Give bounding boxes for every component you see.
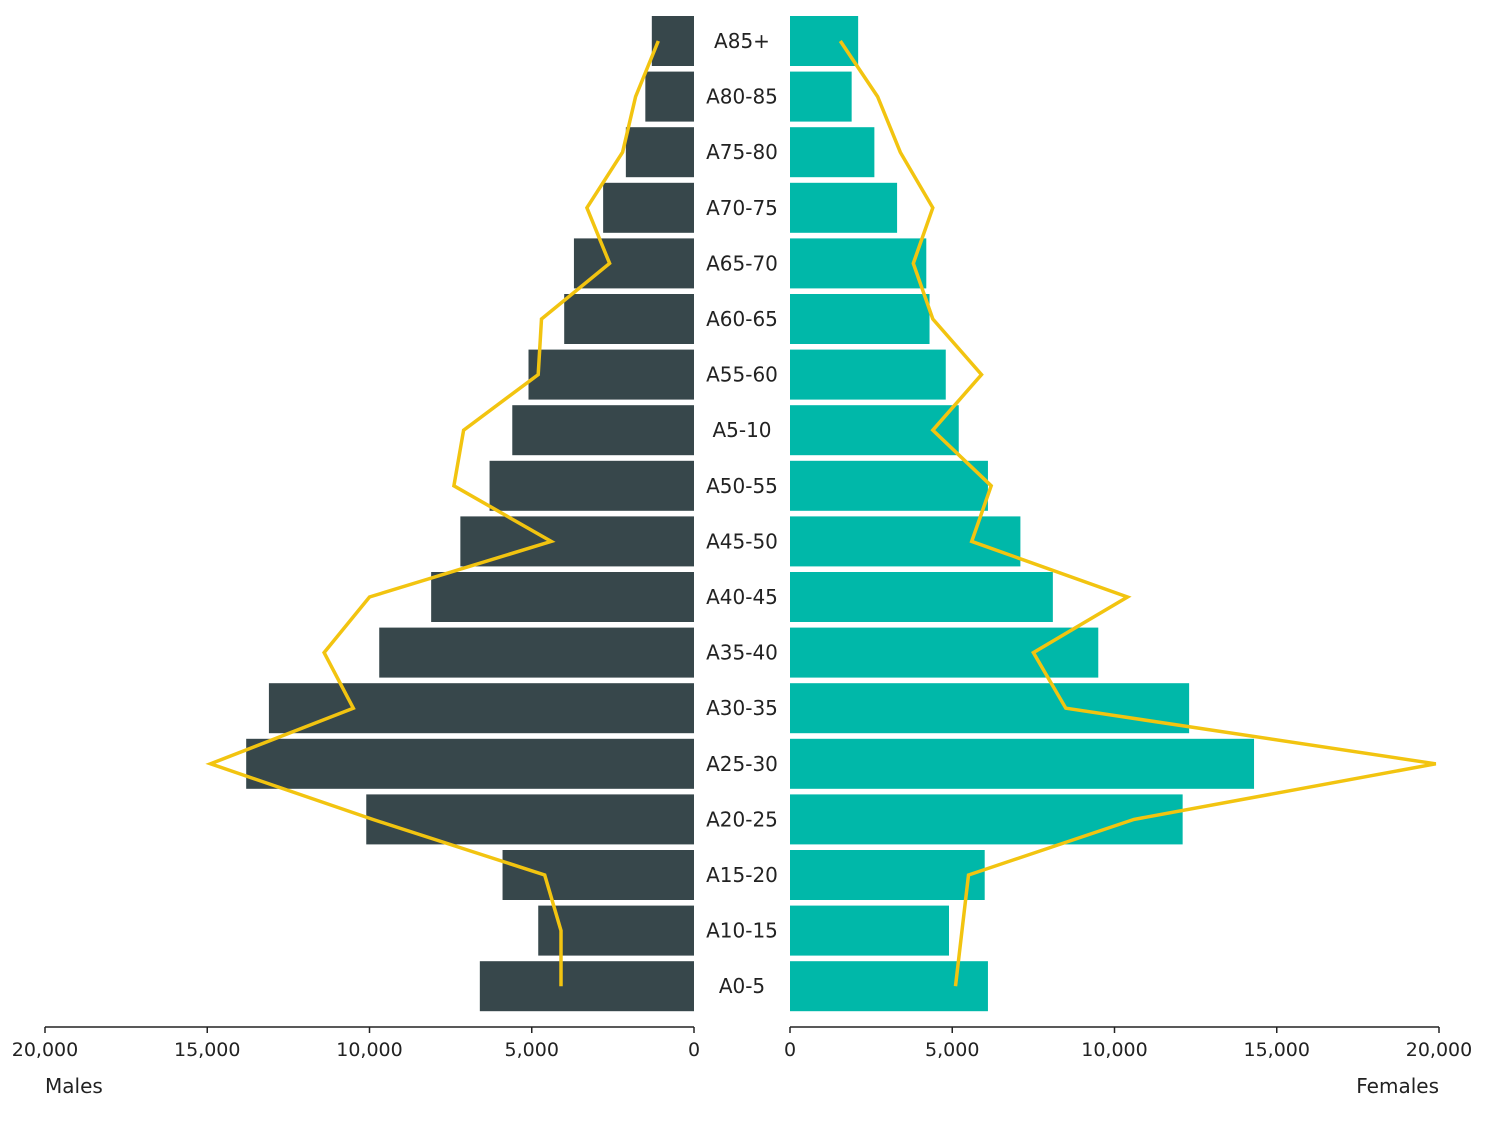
age-label: A20-25 bbox=[706, 807, 778, 831]
female-bar-a60-65 bbox=[790, 294, 930, 344]
male-bar-a55-60 bbox=[528, 349, 694, 400]
male-bar-a80-85 bbox=[645, 71, 694, 122]
male-bar-a35-40 bbox=[379, 627, 694, 678]
female-bar-a20-25 bbox=[790, 794, 1183, 845]
female-bar-a15-20 bbox=[790, 850, 985, 900]
male-bar-a30-35 bbox=[268, 683, 694, 734]
males-axis-label: Males bbox=[45, 1074, 103, 1098]
age-label: A50-55 bbox=[706, 474, 778, 498]
male-tick-label: 20,000 bbox=[12, 1039, 78, 1061]
female-bar-a30-35 bbox=[790, 683, 1190, 734]
male-tick-label: 10,000 bbox=[336, 1039, 402, 1061]
male-bar-a65-70 bbox=[573, 238, 694, 289]
female-bar-a40-45 bbox=[790, 572, 1053, 622]
female-bar-a0-5 bbox=[790, 961, 988, 1012]
female-bar-a10-15 bbox=[790, 905, 950, 956]
male-bar-a5-10 bbox=[512, 405, 694, 456]
female-bar-a75-80 bbox=[790, 127, 875, 178]
female-bar-a45-50 bbox=[790, 516, 1021, 567]
male-bar-a50-55 bbox=[489, 460, 694, 511]
female-bar-a65-70 bbox=[790, 238, 927, 289]
male-bar-a40-45 bbox=[431, 572, 694, 622]
age-label: A0-5 bbox=[719, 974, 765, 998]
age-label: A5-10 bbox=[712, 418, 771, 442]
age-label: A85+ bbox=[714, 29, 770, 53]
male-tick-label: 15,000 bbox=[174, 1039, 240, 1061]
age-label: A60-65 bbox=[706, 307, 778, 331]
male-bar-a70-75 bbox=[603, 182, 694, 233]
female-bar-a25-30 bbox=[790, 738, 1255, 789]
female-bar-a70-75 bbox=[790, 182, 898, 233]
age-label: A40-45 bbox=[706, 585, 778, 609]
age-label: A80-85 bbox=[706, 85, 778, 109]
age-label: A75-80 bbox=[706, 140, 778, 164]
age-label: A30-35 bbox=[706, 696, 778, 720]
male-bar-a60-65 bbox=[564, 294, 694, 344]
age-label: A35-40 bbox=[706, 641, 778, 665]
female-bar-a35-40 bbox=[790, 627, 1099, 678]
age-label: A70-75 bbox=[706, 196, 778, 220]
male-bars-group bbox=[246, 16, 694, 1012]
male-bar-a15-20 bbox=[502, 850, 694, 900]
female-tick-label: 15,000 bbox=[1244, 1039, 1310, 1061]
female-tick-label: 10,000 bbox=[1081, 1039, 1147, 1061]
females-axis-label: Females bbox=[1356, 1074, 1439, 1098]
female-tick-label: 5,000 bbox=[925, 1039, 979, 1061]
female-tick-label: 20,000 bbox=[1406, 1039, 1472, 1061]
x-ticks-group: 20,000 20,000 15,000 15,000 10,000 10,000 5,00… bbox=[12, 1027, 1472, 1061]
female-bar-a55-60 bbox=[790, 349, 946, 400]
male-tick-label: 0 bbox=[688, 1039, 700, 1061]
male-bar-a0-5 bbox=[479, 961, 694, 1012]
female-bar-a80-85 bbox=[790, 71, 852, 122]
male-tick-label: 5,000 bbox=[505, 1039, 559, 1061]
overlay-lines-group bbox=[205, 40, 1437, 987]
age-labels-group: A85+ A80-85 A75-80 A70-75 A65-70 A60-65 A55-60… bbox=[706, 29, 778, 998]
age-label: A25-30 bbox=[706, 752, 778, 776]
age-label: A45-50 bbox=[706, 529, 778, 553]
female-bar-a85plus bbox=[790, 16, 859, 66]
female-overlay-line bbox=[838, 40, 1437, 987]
male-bar-a85plus bbox=[651, 16, 694, 66]
male-bar-a75-80 bbox=[625, 127, 694, 178]
male-bar-a25-30 bbox=[246, 738, 694, 789]
age-label: A15-20 bbox=[706, 863, 778, 887]
male-bar-a10-15 bbox=[538, 905, 694, 956]
male-bar-a20-25 bbox=[366, 794, 694, 845]
age-label: A10-15 bbox=[706, 919, 778, 943]
male-overlay-line bbox=[205, 40, 660, 987]
age-label: A55-60 bbox=[706, 363, 778, 387]
female-tick-label: 0 bbox=[784, 1039, 796, 1061]
age-label: A65-70 bbox=[706, 251, 778, 275]
female-bar-a50-55 bbox=[790, 460, 988, 511]
female-bars-group bbox=[790, 16, 1255, 1012]
